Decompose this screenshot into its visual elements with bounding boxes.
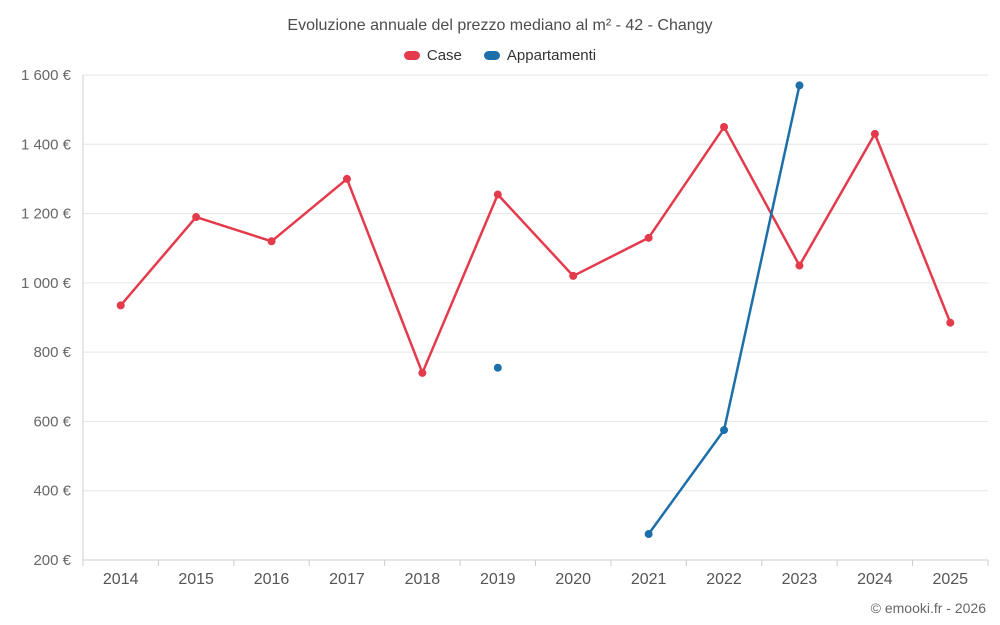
- y-axis-label: 200 €: [33, 552, 71, 569]
- case-point: [870, 129, 879, 138]
- chart-legend: Case Appartamenti: [0, 47, 1000, 64]
- case-point: [493, 190, 502, 199]
- x-axis-label: 2022: [706, 571, 742, 588]
- x-axis-label: 2018: [405, 571, 441, 588]
- x-axis-label: 2017: [329, 571, 365, 588]
- case-point: [267, 237, 276, 246]
- x-axis-label: 2025: [932, 571, 968, 588]
- x-axis-label: 2015: [178, 571, 214, 588]
- case-point: [116, 301, 125, 310]
- legend-label: Case: [426, 47, 462, 64]
- case-point: [795, 261, 804, 270]
- case-point: [342, 174, 351, 183]
- case-point: [418, 368, 427, 377]
- legend-item-appartamenti[interactable]: Appartamenti: [483, 47, 597, 64]
- case-point: [569, 271, 578, 280]
- x-axis-label: 2024: [857, 571, 893, 588]
- x-axis-label: 2020: [555, 571, 591, 588]
- x-axis-label: 2021: [631, 571, 667, 588]
- y-axis-label: 1 400 €: [21, 136, 72, 153]
- y-axis-label: 400 €: [33, 483, 71, 500]
- y-axis-label: 600 €: [33, 413, 71, 430]
- appartamenti-line: [647, 84, 801, 536]
- appartamenti-point: [720, 426, 729, 435]
- case-point: [720, 122, 729, 131]
- legend-label: Appartamenti: [506, 47, 597, 64]
- appartamenti-point: [644, 530, 653, 539]
- y-axis-label: 1 000 €: [21, 275, 72, 292]
- legend-swatch-icon: [403, 51, 420, 60]
- appartamenti-point: [493, 363, 502, 372]
- x-axis-label: 2016: [254, 571, 290, 588]
- y-axis-label: 800 €: [33, 344, 71, 361]
- y-axis-label: 1 600 €: [21, 67, 72, 84]
- case-point: [192, 213, 201, 222]
- y-axis-label: 1 200 €: [21, 206, 72, 223]
- legend-item-case[interactable]: Case: [403, 47, 462, 64]
- case-point: [946, 318, 955, 327]
- case-line: [119, 125, 952, 375]
- chart-title: Evoluzione annuale del prezzo mediano al…: [287, 17, 713, 34]
- x-axis-label: 2023: [782, 571, 818, 588]
- legend-swatch-icon: [483, 51, 500, 60]
- x-axis-label: 2019: [480, 571, 516, 588]
- x-axis-label: 2014: [103, 571, 139, 588]
- case-point: [644, 233, 653, 242]
- credit-text: © emooki.fr - 2026: [870, 600, 986, 616]
- appartamenti-point: [795, 81, 804, 90]
